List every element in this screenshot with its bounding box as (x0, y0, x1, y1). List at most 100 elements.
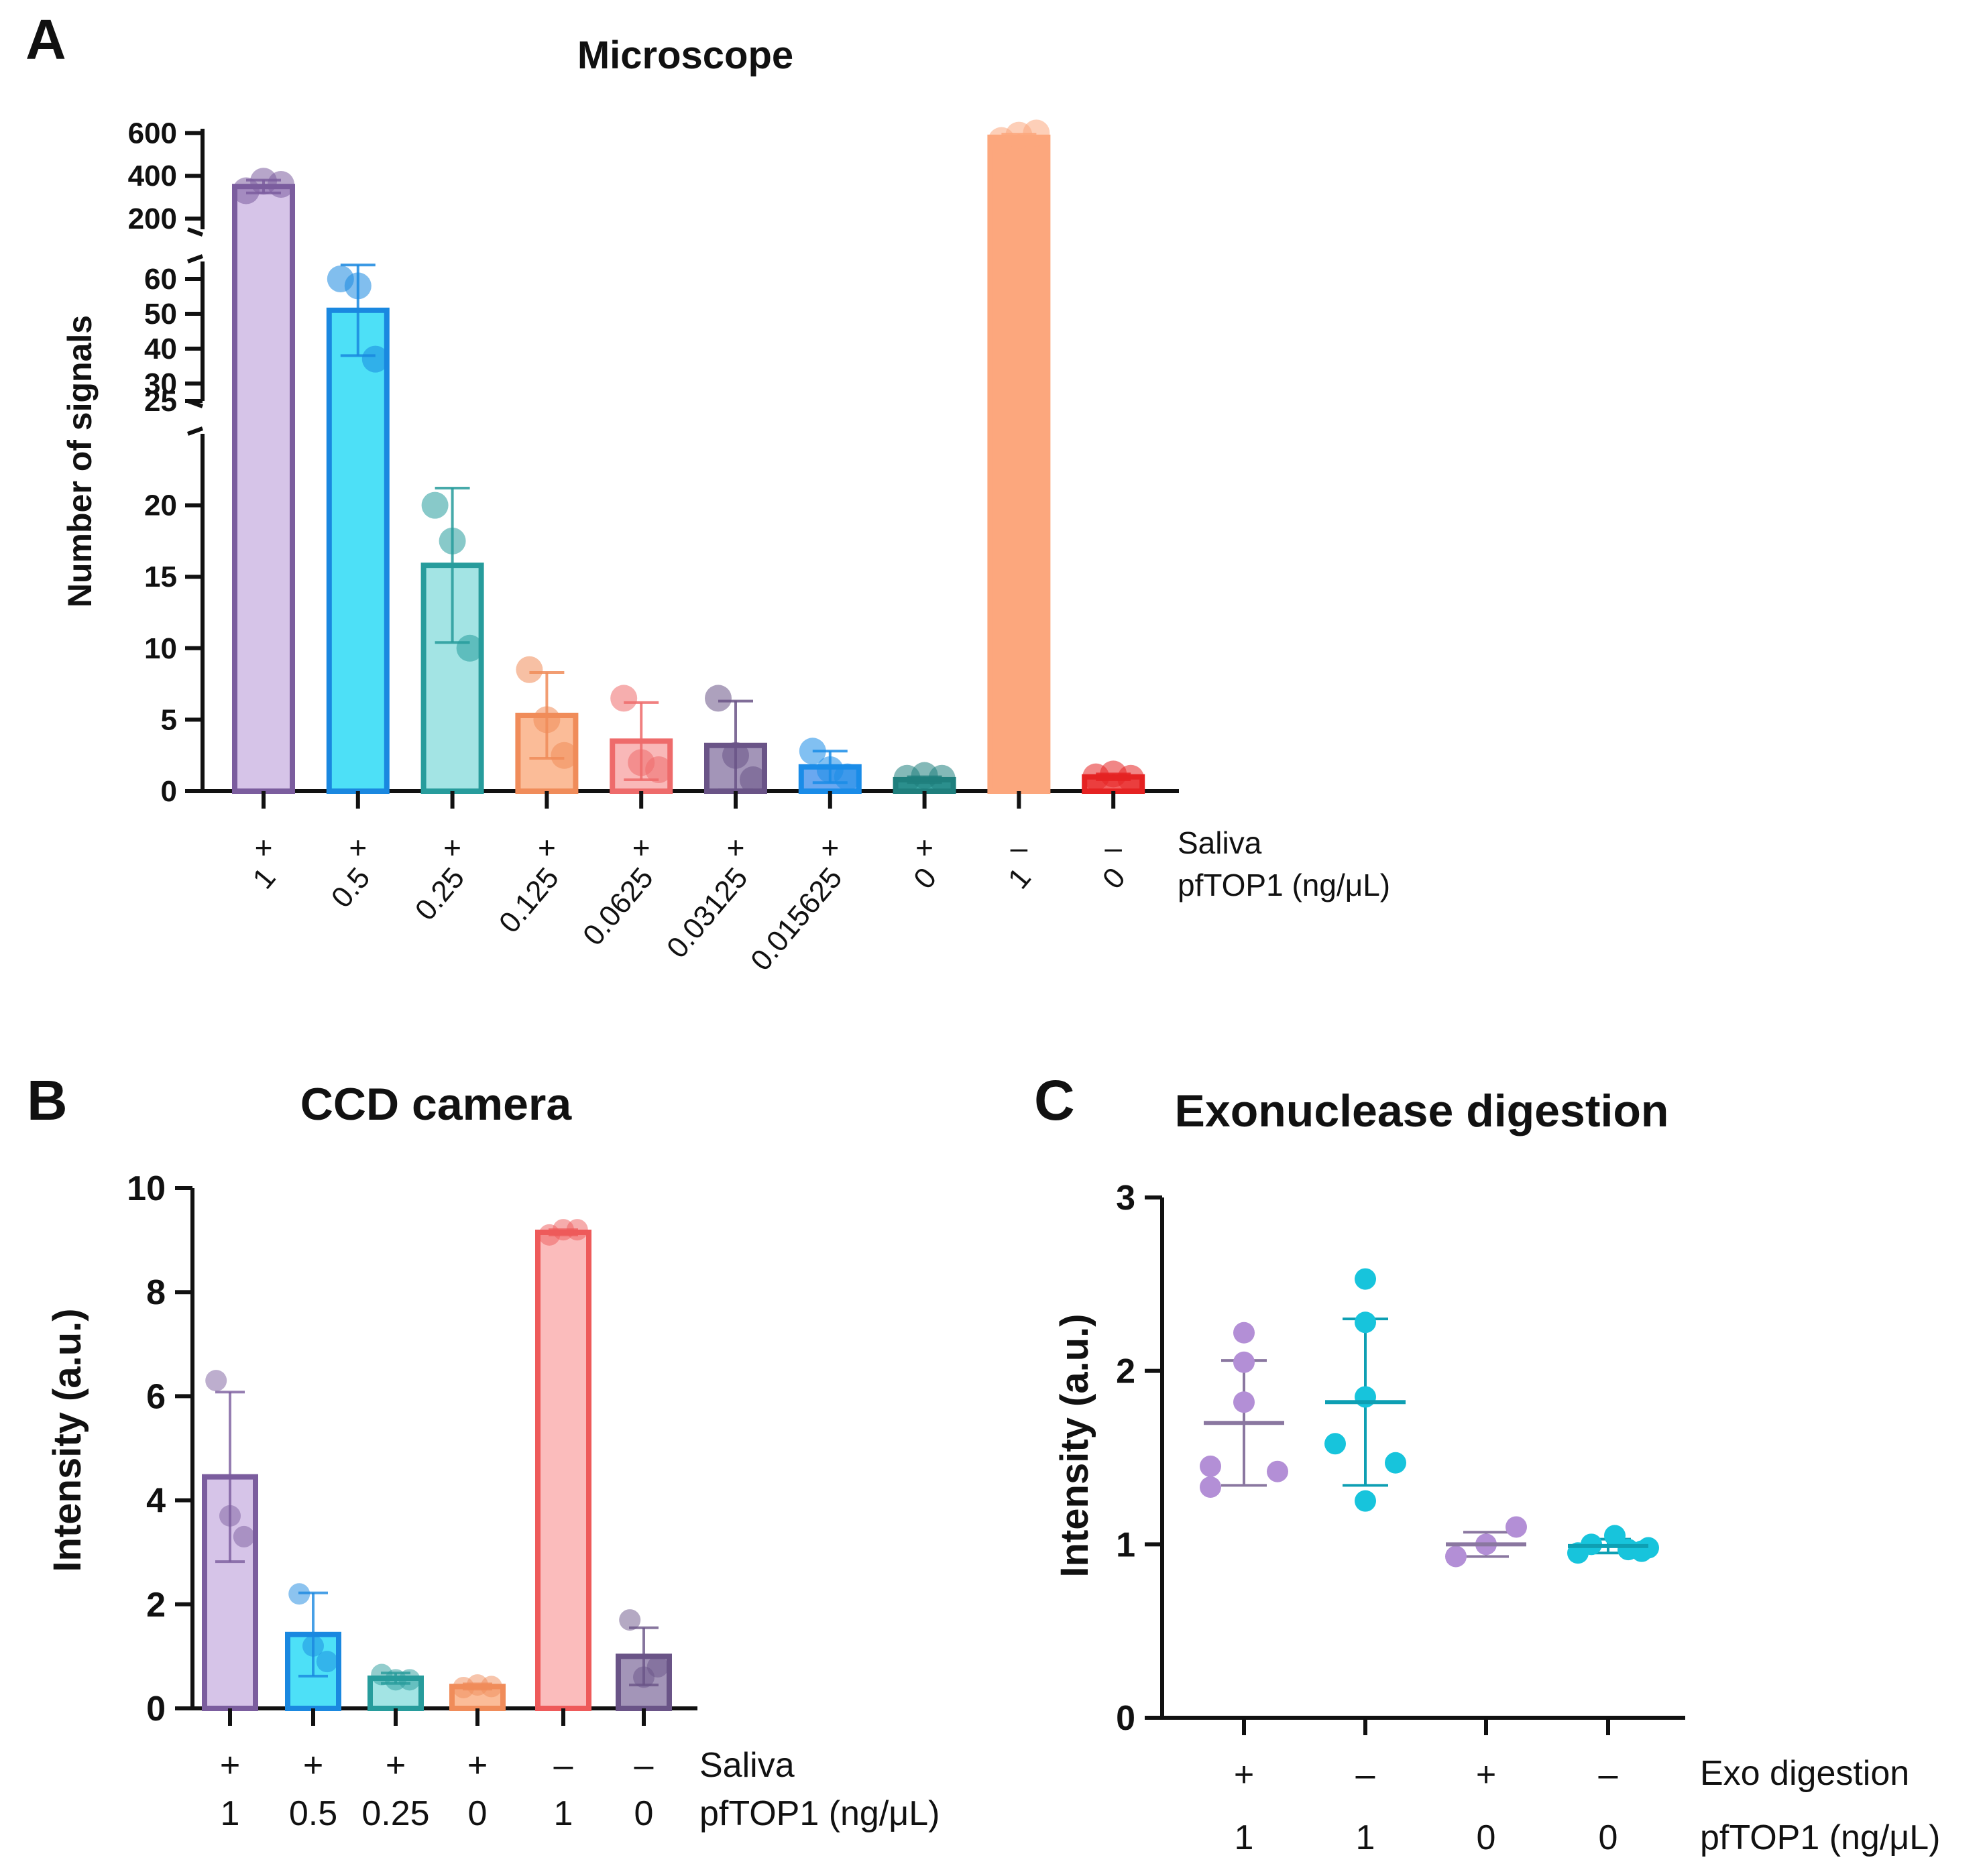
pftop1-label: 0.25 (409, 862, 471, 927)
saliva-label: + (821, 830, 839, 865)
y-tick-label: 20 (144, 489, 177, 522)
data-point (799, 738, 826, 765)
data-point (834, 763, 861, 790)
y-tick-label: 3 (1116, 1179, 1135, 1218)
pftop1-label: 0.5 (289, 1794, 337, 1833)
pftop1-label: 0 (1599, 1818, 1618, 1857)
data-point (1385, 1452, 1406, 1474)
y-tick-label: 200 (128, 202, 177, 235)
panel-a-letter: A (25, 8, 66, 71)
pftop1-label: 0.015625 (744, 862, 849, 977)
data-point (1355, 1386, 1376, 1408)
chart-b-row-saliva: Saliva (699, 1746, 795, 1785)
saliva-label: + (386, 1746, 406, 1785)
chart-b-row-pftop1: pfTOP1 (ng/μL) (699, 1794, 940, 1833)
pftop1-label: 1 (554, 1794, 573, 1833)
chart-b-ylabel: Intensity (a.u.) (46, 1308, 89, 1572)
pftop1-label: 0.5 (325, 862, 377, 914)
chart-c-row-pftop1: pfTOP1 (ng/μL) (1700, 1818, 1941, 1857)
data-point (646, 1655, 669, 1678)
data-point (1506, 1516, 1527, 1538)
saliva-label: + (349, 830, 367, 865)
y-tick-label: 60 (144, 263, 177, 296)
data-point (1200, 1455, 1221, 1477)
bar (232, 184, 295, 794)
bar (987, 134, 1051, 795)
data-point (316, 1651, 338, 1673)
chart-c-row-exo: Exo digestion (1700, 1754, 1909, 1793)
saliva-label: – (634, 1746, 654, 1785)
exo-label: – (1356, 1755, 1375, 1794)
chart-a-row-saliva: Saliva (1178, 825, 1262, 860)
saliva-label: – (1011, 830, 1028, 865)
y-tick-label: 10 (144, 632, 177, 665)
data-point (1267, 1460, 1288, 1482)
pftop1-label: 0 (907, 862, 943, 895)
exo-label: + (1234, 1755, 1254, 1794)
chart-c: 0 1 2 3 +1 – 1 +0 – 0 (1116, 1179, 1685, 1857)
y-tick-label: 2 (1116, 1352, 1135, 1391)
y-tick-label: 15 (144, 561, 177, 593)
data-point (398, 1669, 420, 1691)
saliva-label: + (727, 830, 745, 865)
pftop1-label: 1 (1002, 862, 1037, 895)
pftop1-label: 1 (1356, 1818, 1375, 1857)
data-point (344, 272, 372, 300)
data-point (1355, 1490, 1376, 1512)
data-point (645, 756, 673, 784)
saliva-label: + (303, 1746, 323, 1785)
saliva-label: + (632, 830, 650, 865)
y-tick-label: 600 (128, 117, 177, 150)
data-point (480, 1676, 502, 1698)
pftop1-label: 0 (468, 1794, 488, 1833)
panel-b-letter: B (27, 1069, 68, 1132)
data-point (1355, 1268, 1376, 1290)
panel-c-letter: C (1034, 1069, 1075, 1132)
data-point (233, 1525, 255, 1547)
data-point (361, 345, 389, 373)
pftop1-label: 0 (1096, 862, 1132, 895)
pftop1-label: 0.0625 (577, 862, 660, 952)
y-tick-label: 2 (146, 1586, 166, 1625)
data-point (1117, 764, 1145, 792)
bar (202, 1474, 258, 1711)
data-point (722, 742, 749, 769)
data-point (533, 706, 561, 734)
y-tick-label: 0 (146, 1690, 166, 1728)
data-point (619, 1609, 641, 1631)
data-point (610, 685, 638, 712)
chart-a-ylabel: Number of signals (61, 315, 99, 607)
exo-label: + (1476, 1755, 1496, 1794)
chart-c-ylabel: Intensity (a.u.) (1053, 1313, 1096, 1577)
y-tick-label: 4 (146, 1482, 166, 1521)
bar (326, 307, 390, 794)
y-tick-label: 8 (146, 1273, 166, 1312)
pftop1-label: 0.125 (493, 862, 565, 939)
saliva-label: + (467, 1746, 488, 1785)
data-point (1023, 119, 1050, 147)
data-point (439, 527, 466, 554)
pftop1-label: 1 (246, 862, 282, 895)
y-axis-break-mark (186, 227, 204, 237)
pftop1-label: 1 (1235, 1818, 1254, 1857)
data-point (551, 742, 578, 769)
chart-a-row-pftop1: pfTOP1 (ng/μL) (1178, 868, 1390, 902)
y-tick-label: 25 (144, 385, 177, 418)
bar (535, 1229, 591, 1711)
data-point (1604, 1525, 1626, 1547)
data-point (1355, 1311, 1376, 1334)
data-point (456, 634, 484, 662)
data-point (740, 766, 767, 793)
y-tick-label: 30 (144, 367, 177, 400)
data-point (928, 764, 956, 792)
y-tick-label: 10 (127, 1169, 166, 1208)
chart-b: 0 2 4 6 8 10 +1 +0.5 +0.25 +0 – 1 – 0 (127, 1169, 697, 1833)
y-tick-label: 400 (128, 160, 177, 192)
saliva-label: + (538, 830, 556, 865)
y-tick-label: 6 (146, 1377, 166, 1416)
data-point (1233, 1322, 1255, 1344)
y-axis-break-mark (186, 426, 204, 436)
chart-c-title: Exonuclease digestion (1175, 1086, 1669, 1136)
y-tick-label: 5 (161, 703, 177, 736)
